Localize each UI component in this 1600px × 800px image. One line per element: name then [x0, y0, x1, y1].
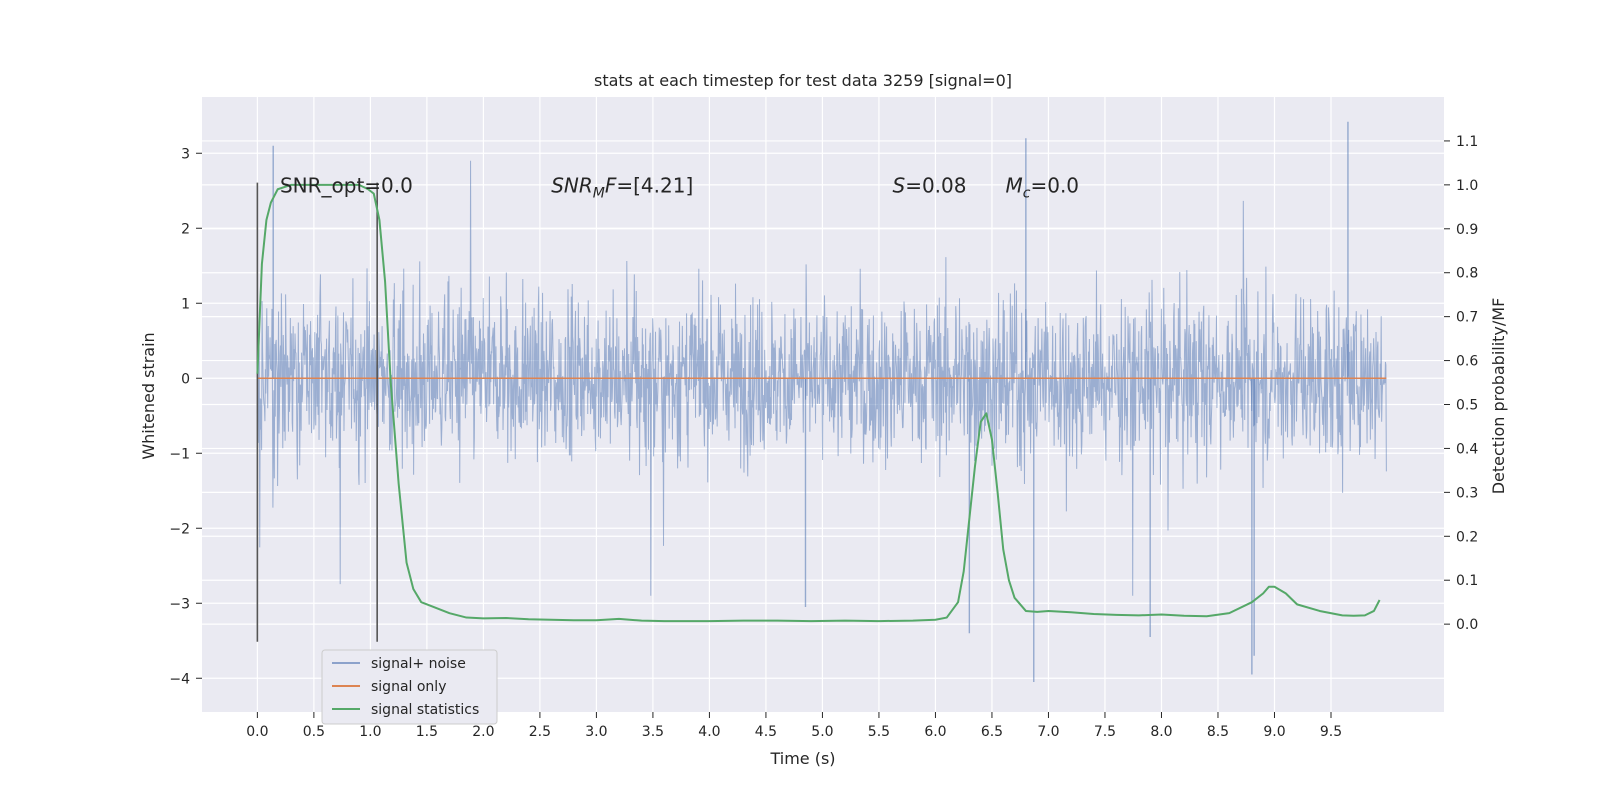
annotation-snr-mf-value: =[4.21]: [616, 173, 693, 197]
legend: signal+ noise signal only signal statist…: [321, 649, 498, 725]
x-tick-label: 6.0: [924, 724, 946, 740]
y-tick-label: 1: [181, 296, 190, 312]
annotation-s: S=0.08: [893, 173, 967, 197]
y-tick-label: 0: [181, 371, 190, 387]
x-tick-label: 7.5: [1094, 724, 1116, 740]
y2-tick-label: 0.2: [1456, 529, 1478, 545]
x-tick-label: 9.0: [1263, 724, 1285, 740]
x-tick-label: 2.5: [529, 724, 551, 740]
legend-box: [321, 649, 498, 725]
legend-label-signal-statistics: signal statistics: [371, 702, 479, 718]
x-tick-label: 3.5: [642, 724, 664, 740]
annotation-snr-opt: SNR_opt=0.0: [280, 173, 413, 197]
y-tick-label: −3: [169, 596, 190, 612]
annotation-s-value: =0.08: [905, 173, 966, 197]
y-axis-label: Whitened strain: [139, 332, 158, 459]
annotation-snr-mf: SNRMF=[4.21]: [551, 173, 693, 201]
y-tick-label: 3: [181, 146, 190, 162]
y-tick-label: 2: [181, 221, 190, 237]
y2-tick-label: 0.4: [1456, 441, 1478, 457]
y2-tick-label: 0.3: [1456, 485, 1478, 501]
y2-tick-label: 0.8: [1456, 266, 1478, 282]
x-tick-label: 4.0: [698, 724, 720, 740]
signal-statistics-series: [256, 183, 1381, 623]
x-tick-label: 7.0: [1037, 724, 1059, 740]
annotation-mc-value: =0.0: [1030, 173, 1079, 197]
y2-tick-label: 0.1: [1456, 573, 1478, 589]
x-tick-label: 1.0: [359, 724, 381, 740]
x-tick-label: 4.5: [755, 724, 777, 740]
x-tick-label: 5.5: [868, 724, 890, 740]
x-tick-label: 1.5: [416, 724, 438, 740]
legend-label-signal-only: signal only: [371, 679, 446, 695]
y2-tick-label: 0.9: [1456, 222, 1478, 238]
annotation-mc-symbol: M: [1006, 173, 1023, 197]
x-tick-label: 0.5: [303, 724, 325, 740]
legend-label-signal-noise: signal+ noise: [371, 656, 466, 672]
x-tick-label: 0.0: [246, 724, 268, 740]
x-tick-label: 8.5: [1207, 724, 1229, 740]
y-tick-label: −4: [169, 671, 190, 687]
y2-tick-label: 0.0: [1456, 617, 1478, 633]
annotation-snr-mf-symbol2: F: [605, 173, 617, 197]
x-tick-label: 2.0: [472, 724, 494, 740]
y-axis-ticks: −4 −3 −2 −1 0 1 2 3: [169, 146, 202, 687]
y-tick-label: −1: [169, 446, 190, 462]
y-tick-label: −2: [169, 521, 190, 537]
y2-axis-ticks: 0.0 0.1 0.2 0.3 0.4 0.5 0.6 0.7 0.8 0.9 1.0 1.1: [1444, 134, 1478, 633]
annotation-snr-mf-subscript: M: [593, 185, 605, 201]
x-tick-label: 9.5: [1320, 724, 1342, 740]
chart-title: stats at each timestep for test data 325…: [594, 71, 1012, 90]
y2-tick-label: 0.7: [1456, 310, 1478, 326]
y2-tick-label: 1.0: [1456, 178, 1478, 194]
signal-noise-series: [256, 121, 1387, 682]
annotation-s-symbol: S: [893, 173, 906, 197]
y2-axis-label: Detection probability/MF: [1489, 298, 1508, 495]
x-axis-ticks: 0.0 0.5 1.0 1.5 2.0 2.5 3.0 3.5 4.0 4.5 5.0 5.5 6.0 6…: [246, 712, 1342, 740]
signal-statistics-line: [256, 183, 1381, 623]
marker-lines: [256, 182, 378, 642]
y2-tick-label: 0.5: [1456, 398, 1478, 414]
signal-noise-line: [256, 160, 1387, 596]
annotation-snr-mf-symbol: SNR: [551, 173, 593, 197]
y2-tick-label: 1.1: [1456, 134, 1478, 150]
annotations: SNR_opt=0.0 SNRMF=[4.21] S=0.08 Mc=0.0: [280, 173, 1079, 201]
y2-tick-label: 0.6: [1456, 354, 1478, 370]
x-axis-label: Time (s): [769, 749, 835, 768]
x-tick-label: 5.0: [811, 724, 833, 740]
x-tick-label: 6.5: [981, 724, 1003, 740]
annotation-mc: Mc=0.0: [1006, 173, 1080, 201]
annotation-mc-subscript: c: [1023, 185, 1031, 201]
x-tick-label: 8.0: [1150, 724, 1172, 740]
x-tick-label: 3.0: [585, 724, 607, 740]
